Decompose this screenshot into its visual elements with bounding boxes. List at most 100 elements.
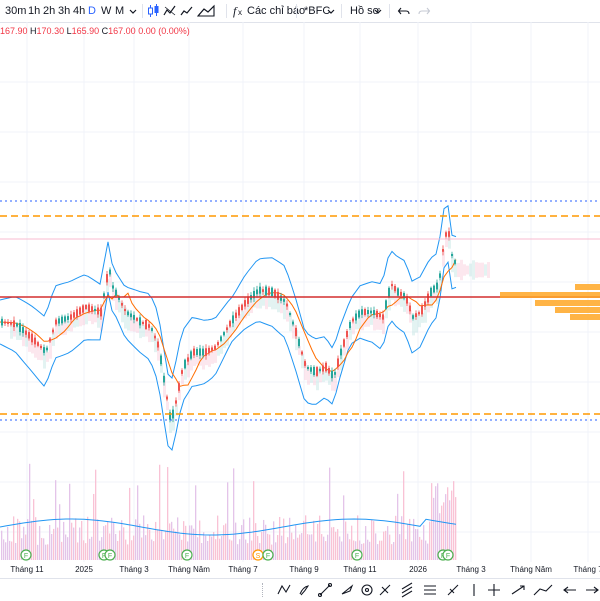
volume-bar: [49, 524, 51, 560]
volume-bar: [85, 543, 87, 560]
volume-bar: [225, 523, 227, 560]
cloud-segment: [424, 301, 427, 323]
event-marker-circle: [181, 549, 193, 561]
shape-icon[interactable]: [341, 584, 354, 595]
indicators-button[interactable]: Các chỉ báo: [247, 5, 306, 17]
cloud-segment: [37, 344, 40, 360]
chevron-down-icon[interactable]: [128, 3, 138, 19]
candle-body: [169, 412, 171, 420]
cloud-segment: [223, 335, 226, 349]
time-label: Tháng 7: [573, 565, 600, 574]
volume-bar: [243, 519, 245, 560]
cloud-segment: [16, 325, 19, 340]
volume-bar: [163, 539, 165, 560]
volume-bar: [19, 521, 21, 560]
cloud-segment: [382, 315, 385, 335]
candle-body: [349, 322, 351, 328]
volume-bar: [311, 534, 313, 560]
interval-3h[interactable]: 3h: [58, 5, 71, 17]
candle-body: [148, 324, 150, 328]
cloud-segment: [226, 327, 229, 346]
cloud-segment: [340, 349, 343, 371]
drawing-tools[interactable]: [272, 579, 600, 601]
cloud-segment: [379, 317, 382, 330]
interval-1h[interactable]: 1h: [28, 5, 41, 17]
volume-bar: [363, 543, 365, 560]
candle-body: [139, 317, 141, 326]
candle-body: [412, 315, 414, 319]
fib-icon[interactable]: [424, 585, 436, 595]
line-style-icon[interactable]: [180, 3, 194, 19]
cloud-segment: [400, 296, 403, 307]
volume-bar: [57, 527, 59, 560]
profile-button[interactable]: Hồ sơ: [350, 5, 380, 17]
compare-symbol-button[interactable]: *BFC: [304, 5, 331, 17]
cloud-segment: [238, 314, 241, 325]
volume-bar: [41, 537, 43, 560]
volume-bar: [133, 535, 135, 560]
candle-style-icon[interactable]: [147, 3, 159, 19]
right-arrow-icon[interactable]: [586, 586, 599, 594]
interval-30m[interactable]: 30m: [5, 5, 27, 17]
volume-bar: [151, 539, 153, 560]
volume-bar: [199, 520, 201, 560]
volume-bar: [367, 539, 369, 560]
volume-bar: [21, 538, 23, 560]
redo-icon[interactable]: [417, 3, 431, 19]
cloud-segment: [148, 325, 151, 343]
volume-profile: [500, 284, 600, 320]
arrow-icon[interactable]: [511, 585, 525, 595]
volume-bar: [377, 544, 379, 560]
volume-bar: [449, 500, 451, 560]
volume-bar: [247, 543, 249, 560]
interval-4h[interactable]: 4h: [73, 5, 86, 17]
chevron-down-icon[interactable]: [326, 3, 336, 19]
indicator-chart-icon[interactable]: [197, 3, 223, 19]
price-chart[interactable]: FFFFSFFFF: [0, 22, 600, 562]
cloud-segment: [310, 372, 313, 383]
interval-d[interactable]: D: [88, 5, 96, 17]
forecast-icon[interactable]: [533, 584, 553, 596]
channel-icon[interactable]: [401, 582, 413, 598]
interval-w[interactable]: W: [101, 5, 112, 17]
candle-body: [361, 309, 363, 315]
interval-2h[interactable]: 2h: [43, 5, 56, 17]
chevron-down-icon[interactable]: [373, 3, 383, 19]
candle-body: [436, 282, 438, 290]
volume-bar: [343, 495, 345, 560]
toolbar-divider: [296, 4, 297, 18]
cloud-segment: [403, 295, 406, 312]
volume-bar: [419, 536, 421, 560]
cloud-segment: [112, 289, 115, 301]
measure-icon[interactable]: [447, 584, 459, 596]
left-arrow-icon[interactable]: [563, 586, 576, 594]
candle-body: [415, 313, 417, 318]
pattern-icon[interactable]: [277, 584, 291, 595]
ray-icon[interactable]: [379, 584, 391, 596]
cloud-segment: [82, 308, 85, 326]
volume-bar: [229, 539, 231, 560]
toolbar-grip[interactable]: [262, 583, 264, 597]
time-axis[interactable]: Tháng 11 2025 Tháng 3 Tháng Năm Tháng 7 …: [0, 562, 600, 578]
cloud-segment: [466, 265, 469, 275]
volume-bar: [275, 542, 277, 560]
crosshair-icon[interactable]: [488, 584, 500, 596]
undo-icon[interactable]: [397, 3, 411, 19]
volume-bar: [25, 534, 27, 560]
volume-bar: [55, 480, 57, 560]
cloud-segment: [442, 250, 445, 267]
volume-bar: [105, 525, 107, 560]
target-icon[interactable]: [361, 584, 373, 596]
volume-bar: [63, 521, 65, 560]
cloud-segment: [10, 323, 13, 339]
interval-m[interactable]: M: [115, 5, 125, 17]
drawing-toolbar: [0, 578, 600, 601]
brush-icon[interactable]: [299, 585, 310, 596]
volume-bar: [315, 541, 317, 560]
volume-bar: [415, 529, 417, 560]
trend-line-icon[interactable]: [317, 582, 333, 598]
cloud-segment: [106, 279, 109, 294]
volume-bar: [241, 525, 243, 560]
compare-icon[interactable]: [163, 3, 177, 19]
